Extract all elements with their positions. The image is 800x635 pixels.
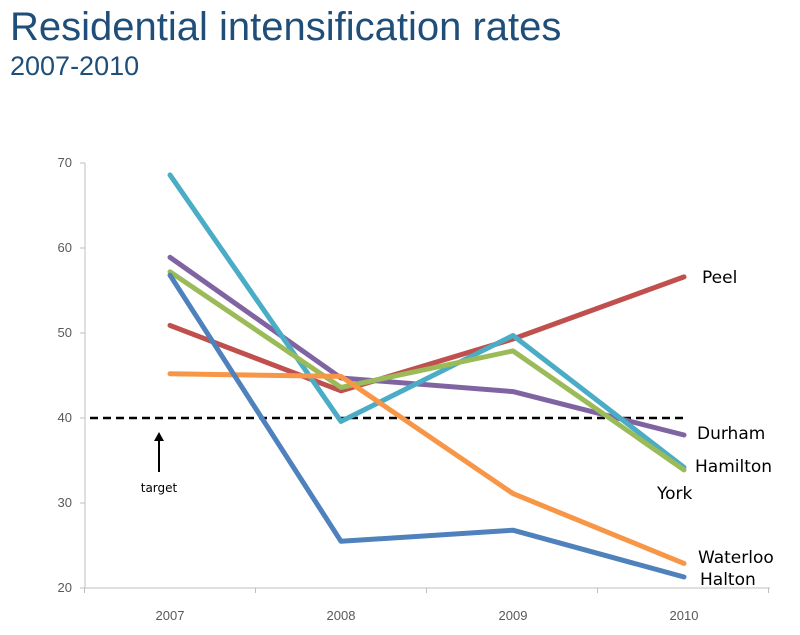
y-tick-label: 40 xyxy=(58,410,72,425)
series-line-hamilton xyxy=(167,172,687,470)
series-label-halton: Halton xyxy=(700,570,756,590)
series-label-peel: Peel xyxy=(702,268,737,288)
y-tick-label: 70 xyxy=(58,155,72,170)
x-tick-label: 2010 xyxy=(670,608,699,623)
series-line-halton xyxy=(167,272,687,580)
series-label-york: York xyxy=(656,484,693,504)
target-arrow-head-icon xyxy=(154,432,164,441)
series-label-durham: Durham xyxy=(697,424,765,444)
y-tick-label: 50 xyxy=(58,325,72,340)
y-tick-label: 30 xyxy=(58,495,72,510)
series-label-waterloo: Waterloo xyxy=(698,548,774,568)
y-tick-label: 20 xyxy=(58,580,72,595)
series-line-waterloo xyxy=(167,371,687,566)
series-line-peel xyxy=(167,274,687,394)
x-tick-label: 2008 xyxy=(327,608,356,623)
x-tick-label: 2007 xyxy=(156,608,185,623)
chart-subtitle: 2007-2010 xyxy=(10,51,140,81)
series-line-york xyxy=(167,269,687,473)
target-annotation-label: target xyxy=(141,481,178,495)
x-tick-label: 2009 xyxy=(499,608,528,623)
y-tick-label: 60 xyxy=(58,240,72,255)
series-label-hamilton: Hamilton xyxy=(695,457,772,477)
chart-title: Residential intensification rates xyxy=(10,5,562,49)
